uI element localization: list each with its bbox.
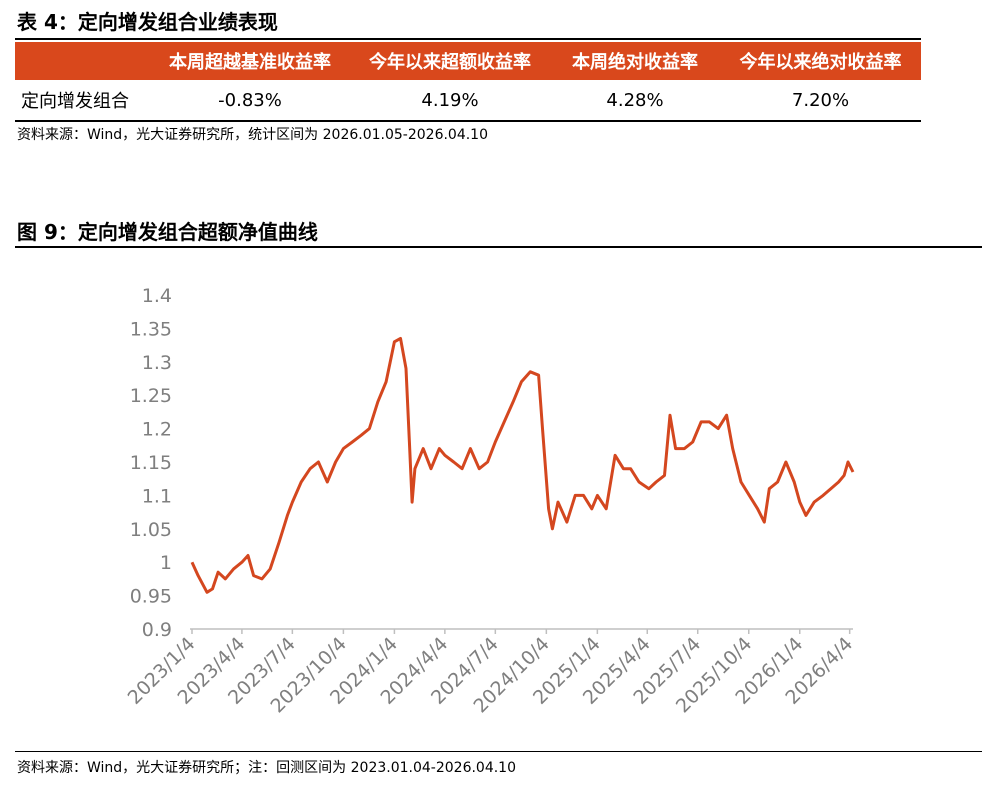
header-cell <box>15 42 150 80</box>
chart-source: 资料来源：Wind，光大证券研究所；注：回测区间为 2023.01.04-202… <box>17 760 517 776</box>
y-tick-label: 0.95 <box>130 586 172 608</box>
line <box>190 336 855 594</box>
y-tick-label: 1.25 <box>130 385 172 407</box>
chart: 0.90.9511.051.11.151.21.251.31.351.42023… <box>124 285 858 717</box>
cell: 4.19% <box>421 89 479 111</box>
y-tick-label: 1.2 <box>142 419 172 441</box>
rule <box>15 751 982 752</box>
y-tick-label: 1.05 <box>130 519 172 541</box>
cell: -0.83% <box>218 89 282 111</box>
header-cell: 今年以来绝对收益率 <box>720 42 921 80</box>
data-row: 定向增发组合 -0.83% 4.19% 4.28% 7.20% <box>15 80 921 121</box>
cell: 4.28% <box>606 89 664 111</box>
chart-title: 图 9：定向增发组合超额净值曲线 <box>17 220 318 244</box>
rule <box>15 38 921 40</box>
y-tick-label: 1.35 <box>130 318 172 340</box>
y-tick-label: 1 <box>160 552 172 574</box>
table-source: 资料来源：Wind，光大证券研究所，统计区间为 2026.01.05-2026.… <box>17 127 489 143</box>
header-cell: 本周超越基准收益率 <box>150 42 350 80</box>
header-row: 本周超越基准收益率 今年以来超额收益率 本周绝对收益率 今年以来绝对收益率 <box>15 42 921 80</box>
cell: 7.20% <box>791 89 850 111</box>
table-title: 表 4：定向增发组合业绩表现 <box>17 10 278 34</box>
y-tick-label: 1.3 <box>142 352 172 374</box>
header-cell: 今年以来超额收益率 <box>350 42 550 80</box>
cell: 定向增发组合 <box>21 91 129 112</box>
y-tick-label: 1.15 <box>130 452 172 474</box>
y-tick-label: 1.1 <box>142 485 172 507</box>
y-tick-label: 1.4 <box>142 285 172 307</box>
rule <box>15 246 982 248</box>
header-cell: 本周绝对收益率 <box>550 42 720 80</box>
table: 本周超越基准收益率 今年以来超额收益率 本周绝对收益率 今年以来绝对收益率 定向… <box>15 42 921 122</box>
y-tick-label: 0.9 <box>142 619 172 641</box>
